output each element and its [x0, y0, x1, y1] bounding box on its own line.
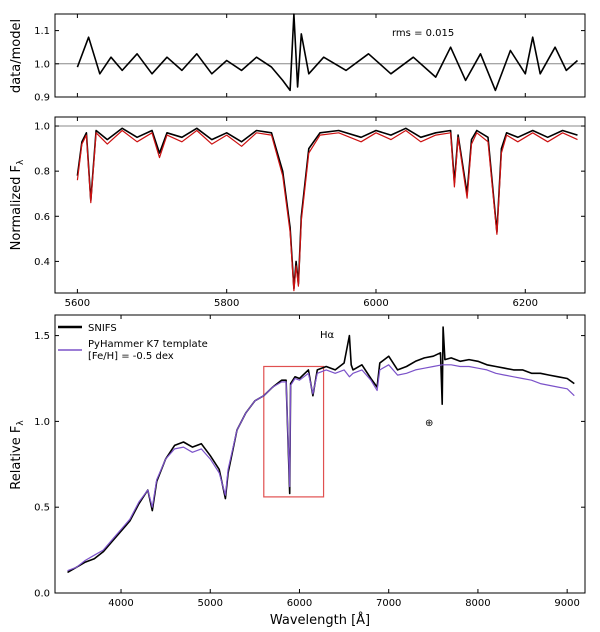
middle-ylabel: Normalized Fλ — [9, 159, 26, 250]
series-line-bottom-1 — [67, 364, 575, 572]
middle-ylabel-main: Normalized F — [9, 165, 24, 250]
panel-bottom-marks: 0.0 0.5 1.0 1.5 4000 5000 6000 7000 8000 9000 — [34, 315, 585, 609]
ytick-label: 0.6 — [34, 212, 50, 223]
ytick-label: 1.0 — [34, 59, 50, 70]
ytick-label: 1.0 — [34, 122, 50, 133]
middle-ylabel-sub: λ — [16, 159, 26, 165]
series-line-top-0 — [76, 13, 579, 92]
ytick-label: 1.5 — [34, 331, 50, 342]
xtick-label: 6000 — [287, 598, 312, 609]
zoom-highlight-box — [263, 365, 325, 498]
ytick-label: 0.0 — [34, 589, 50, 600]
legend-label-snifs: SNIFS — [88, 323, 117, 334]
xtick-label: 6200 — [513, 298, 538, 309]
ytick-label: 1.0 — [34, 417, 50, 428]
legend-label-template: PyHammer K7 template — [88, 339, 208, 350]
xtick-label: 5600 — [65, 298, 90, 309]
top-ylabel: data/model — [9, 19, 24, 93]
bottom-ylabel: Relative Fλ — [9, 420, 26, 490]
plot-layer: 0.9 1.0 1.1 0.4 0.6 0.8 1.0 5600 5800 6000 6200 0.0… — [34, 13, 585, 609]
telluric-annotation: ⊕ — [425, 418, 433, 429]
ytick-label: 0.9 — [34, 93, 50, 104]
xtick-label: 5000 — [198, 598, 223, 609]
bottom-xlabel: Wavelength [Å] — [270, 612, 370, 628]
rms-annotation: rms = 0.015 — [392, 28, 454, 39]
ytick-label: 0.5 — [34, 503, 50, 514]
xtick-label: 5800 — [214, 298, 239, 309]
series-line-bottom-0 — [67, 326, 575, 574]
series-line-middle-0 — [76, 127, 578, 290]
xtick-label: 7000 — [376, 598, 401, 609]
xtick-label: 8000 — [465, 598, 490, 609]
panel-top-frame — [54, 13, 586, 98]
panel-bottom-frame — [54, 314, 586, 594]
ytick-label: 0.8 — [34, 167, 50, 178]
ytick-label: 0.4 — [34, 257, 50, 268]
series-line-middle-1 — [76, 129, 578, 292]
legend: SNIFS PyHammer K7 template [Fe/H] = -0.5… — [58, 323, 208, 362]
legend-label-template-feh: [Fe/H] = -0.5 dex — [88, 351, 174, 362]
xtick-label: 6000 — [363, 298, 388, 309]
ytick-label: 1.1 — [34, 26, 50, 37]
panel-middle-marks: 0.4 0.6 0.8 1.0 5600 5800 6000 6200 — [34, 117, 585, 309]
xtick-label: 4000 — [108, 598, 133, 609]
panel-top-marks: 0.9 1.0 1.1 — [34, 13, 585, 104]
halpha-annotation: Hα — [320, 330, 335, 341]
xtick-label: 9000 — [554, 598, 579, 609]
bottom-ylabel-sub: λ — [16, 420, 26, 426]
bottom-ylabel-main: Relative F — [9, 426, 24, 490]
panel-middle-frame — [54, 116, 586, 294]
